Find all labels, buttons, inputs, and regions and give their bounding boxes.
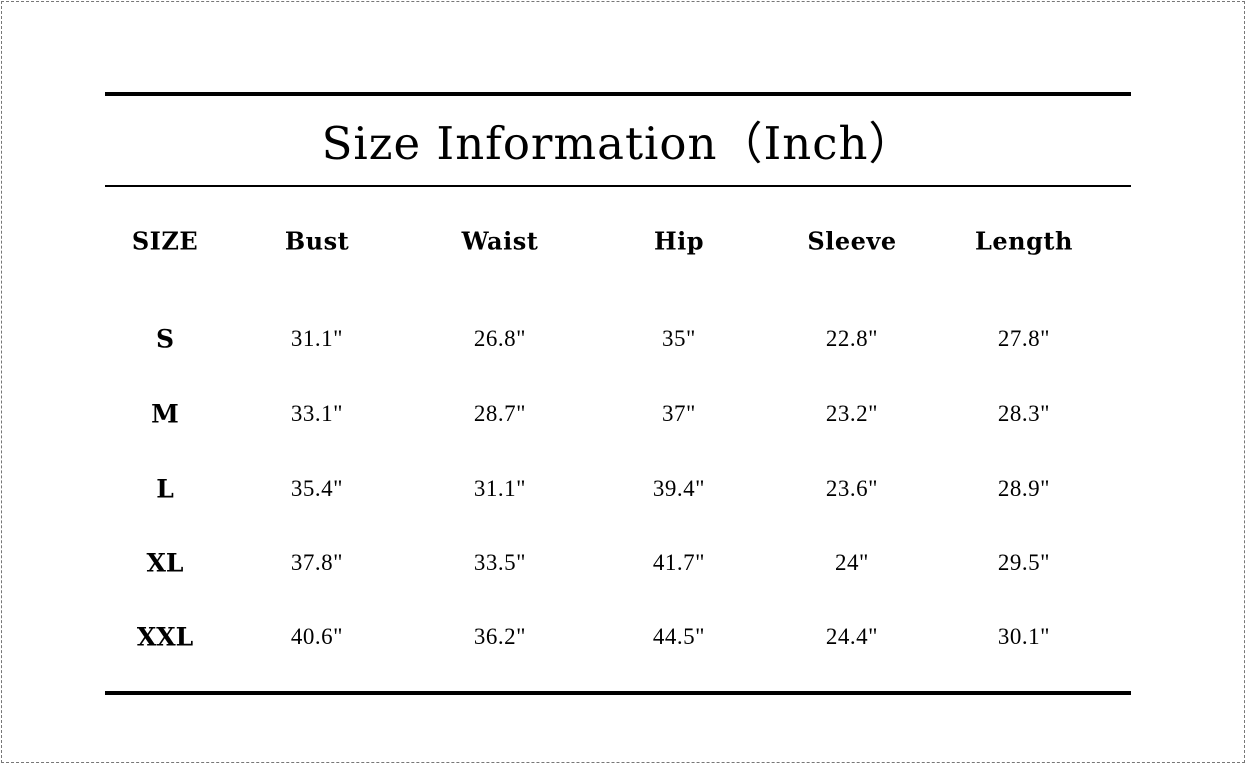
measurement-cell: 31.1" (290, 326, 344, 351)
column-header: SIZE (131, 226, 199, 256)
size-label: XXL (136, 622, 194, 652)
measurement-cell: 26.8" (473, 326, 527, 351)
column-header: Sleeve (807, 226, 897, 256)
measurement-cell: 31.1" (473, 476, 527, 501)
measurement-cell: 28.9" (997, 476, 1051, 501)
measurement-cell: 29.5" (997, 550, 1051, 575)
measurement-cell: 37" (662, 401, 696, 426)
measurement-cell: 23.6" (825, 476, 879, 501)
size-label: S (155, 324, 175, 354)
measurement-cell: 40.6" (290, 624, 344, 649)
size-label: L (156, 474, 174, 504)
top-rule (105, 92, 1131, 96)
measurement-cell: 28.7" (473, 401, 527, 426)
column-header: Waist (461, 226, 539, 256)
column-header: Length (975, 226, 1073, 256)
measurement-cell: 41.7" (652, 550, 706, 575)
page-title: Size Information（Inch） (321, 117, 915, 170)
measurement-cell: 23.2" (825, 401, 879, 426)
title-rule (105, 185, 1131, 187)
measurement-cell: 44.5" (652, 624, 706, 649)
measurement-cell: 33.5" (473, 550, 527, 575)
size-label: M (151, 399, 179, 429)
measurement-cell: 22.8" (825, 326, 879, 351)
measurement-cell: 24.4" (825, 624, 879, 649)
measurement-cell: 37.8" (290, 550, 344, 575)
measurement-cell: 35.4" (290, 476, 344, 501)
measurement-cell: 33.1" (290, 401, 344, 426)
bottom-rule (105, 691, 1131, 695)
measurement-cell: 24" (835, 550, 869, 575)
measurement-cell: 28.3" (997, 401, 1051, 426)
column-header: Bust (284, 226, 350, 256)
measurement-cell: 27.8" (997, 326, 1051, 351)
size-label: XL (146, 548, 184, 578)
column-header: Hip (653, 226, 705, 256)
measurement-cell: 30.1" (997, 624, 1051, 649)
measurement-cell: 36.2" (473, 624, 527, 649)
measurement-cell: 39.4" (652, 476, 706, 501)
measurement-cell: 35" (662, 326, 696, 351)
